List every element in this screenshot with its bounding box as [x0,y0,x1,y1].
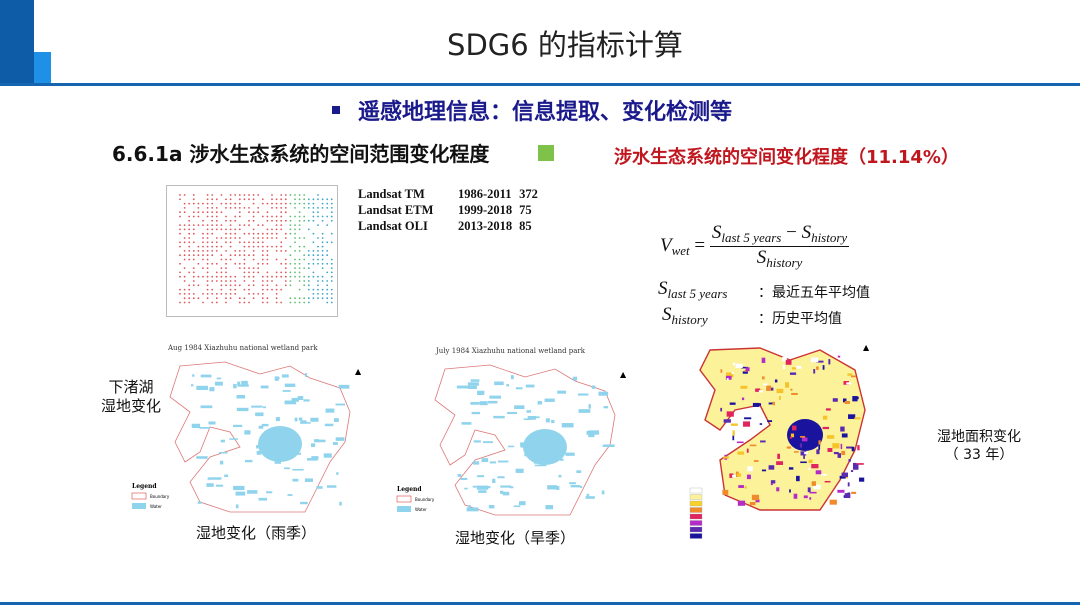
landsat-acquisition-image [166,185,338,317]
sym-sub: last 5 years [667,286,728,301]
legend-boundary: Boundary [150,494,170,499]
landsat-table: Landsat TM 1986-2011 372 Landsat ETM 1999-… [358,186,538,234]
map-dry: ▲ Legend Boundary Water [396,364,627,516]
sym: S [658,278,668,299]
num-b: S [801,222,812,243]
legend-title: Legend [397,486,422,493]
slide-title: SDG6 的指标计算 [447,28,683,62]
years: 1999-2018 [458,203,513,217]
years: 2013-2018 [458,219,513,233]
count: 75 [519,203,532,217]
legend-title: Legend [132,483,157,490]
green-square-icon [538,145,554,161]
section-title: 6.6.1a 涉水生态系统的空间范围变化程度 [112,142,490,166]
num-b-sub: history [811,230,848,245]
sensor-name: Landsat OLI [358,219,428,233]
legend-boundary: Boundary [415,497,435,502]
bullet-icon [332,106,340,114]
sym: S [662,304,672,325]
legend-water: Water [415,507,427,512]
definition-last5: Slast 5 years ：最近五年平均值 [658,278,870,302]
num-a-sub: last 5 years [721,230,782,245]
side-label-line2: 湿地变化 [101,397,162,415]
definition-history: Shistory ：历史平均值 [662,304,842,328]
count: 85 [519,219,532,233]
caption-area-change: 湿地面积变化 （ 33 年） [937,428,1021,464]
landsat-row: Landsat ETM 1999-2018 75 [358,202,538,218]
header-accent-block [34,52,51,84]
svg-text:▲: ▲ [355,367,362,376]
map-title-rainy: Aug 1984 Xiazhuhu national wetland park [168,344,318,352]
formula-lhs-sub: wet [671,242,690,258]
sensor-name: Landsat ETM [358,203,434,217]
formula-lhs: V [660,234,672,256]
sensor-name: Landsat TM [358,187,425,201]
header-divider [0,83,1080,86]
caption-rainy: 湿地变化（雨季） [196,524,317,542]
count: 372 [519,187,538,201]
side-label: 下渚湖 湿地变化 [101,378,161,416]
map-wetland-frequency: ▲ [689,343,870,539]
den-sub: history [766,255,803,270]
svg-text:▲: ▲ [863,343,870,352]
caption-line1: 湿地面积变化 [937,429,1021,445]
definition-text: ：历史平均值 [758,311,842,327]
side-label-line1: 下渚湖 [108,378,154,396]
caption-dry: 湿地变化（旱季） [455,529,576,547]
svg-text:▲: ▲ [620,370,627,379]
minus: − [781,222,802,243]
caption-line2: （ 33 年） [944,447,1014,463]
map-title-dry: July 1984 Xiazhuhu national wetland park [436,347,586,355]
formula: Vwet = Slast 5 years − Shistory Shistory [660,222,850,271]
bullet-text: 遥感地理信息：信息提取、变化检测等 [358,100,733,125]
den: S [756,247,767,268]
footer-divider [0,602,1080,605]
num-a: S [711,222,722,243]
bullet-heading: 遥感地理信息：信息提取、变化检测等 [332,94,732,126]
years: 1986-2011 [458,187,512,201]
legend-water: Water [150,504,162,509]
landsat-row: Landsat TM 1986-2011 372 [358,186,538,202]
definition-text: ：最近五年平均值 [758,285,870,301]
formula-fraction: Slast 5 years − Shistory Shistory [709,222,850,271]
result-heading: 涉水生态系统的空间变化程度（11.14%） [614,147,959,168]
map-rainy: ▲ Legend Boundary Water [131,361,362,513]
header-accent-bar [0,0,34,84]
landsat-row: Landsat OLI 2013-2018 85 [358,218,538,234]
sym-sub: history [671,312,708,327]
